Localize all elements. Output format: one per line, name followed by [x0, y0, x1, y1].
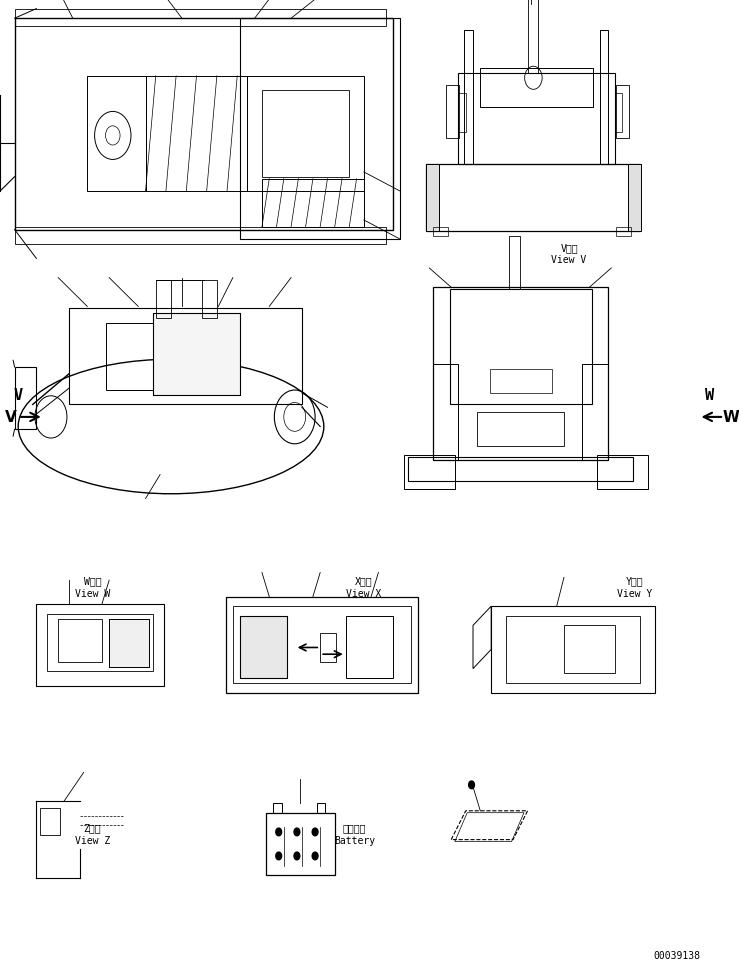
Bar — [233, 606, 411, 683]
Text: W: W — [723, 410, 739, 425]
Text: View V: View V — [551, 255, 587, 265]
Bar — [36, 604, 164, 686]
Bar — [248, 77, 364, 192]
Bar — [491, 606, 655, 693]
Bar — [262, 180, 364, 228]
Text: V: V — [13, 388, 23, 403]
Circle shape — [276, 828, 282, 836]
Text: X　視: X 視 — [355, 576, 372, 585]
Bar — [509, 237, 520, 290]
Bar — [109, 619, 149, 667]
Bar — [407, 457, 633, 481]
Bar — [564, 626, 615, 674]
Bar — [616, 228, 631, 237]
Bar — [202, 281, 217, 319]
Bar — [58, 619, 102, 662]
Bar — [157, 281, 171, 319]
Text: W　視: W 視 — [84, 576, 101, 585]
Bar — [240, 616, 287, 678]
Bar — [596, 456, 647, 489]
Bar — [146, 77, 248, 192]
Bar — [15, 19, 393, 231]
Circle shape — [276, 852, 282, 860]
Bar — [69, 309, 302, 405]
Text: 00039138: 00039138 — [653, 949, 701, 960]
Bar — [426, 165, 439, 233]
Bar — [582, 364, 607, 460]
Bar — [273, 803, 282, 813]
Bar — [433, 228, 448, 237]
Bar — [15, 10, 386, 27]
Bar — [433, 288, 607, 460]
Text: V　視: V 視 — [560, 242, 578, 253]
Text: V: V — [5, 410, 17, 425]
Text: バッテリ: バッテリ — [343, 823, 366, 832]
Bar — [450, 290, 592, 405]
Bar — [320, 633, 336, 662]
Bar — [404, 456, 454, 489]
Bar — [480, 69, 593, 108]
Bar — [225, 597, 418, 693]
Bar — [426, 165, 641, 233]
Text: Z　視: Z 視 — [84, 823, 101, 832]
Bar — [464, 31, 473, 165]
Bar — [47, 614, 153, 672]
Bar — [15, 367, 36, 430]
Bar — [490, 369, 551, 393]
Bar — [433, 364, 458, 460]
Text: W: W — [705, 388, 714, 403]
Bar — [40, 808, 61, 835]
Bar — [106, 324, 153, 390]
Bar — [316, 803, 325, 813]
Circle shape — [469, 781, 474, 789]
Bar — [265, 813, 335, 875]
Bar — [153, 314, 240, 395]
Bar — [458, 74, 615, 165]
Bar — [109, 619, 149, 667]
Text: View Y: View Y — [617, 588, 653, 598]
Text: View Z: View Z — [75, 835, 110, 845]
Bar — [262, 91, 350, 178]
Bar — [599, 31, 608, 165]
Circle shape — [294, 828, 300, 836]
Bar — [477, 412, 564, 446]
Text: View X: View X — [347, 588, 381, 598]
Bar — [87, 77, 146, 192]
Text: Battery: Battery — [334, 835, 375, 845]
Circle shape — [312, 828, 318, 836]
Bar — [528, 0, 539, 74]
Circle shape — [294, 852, 300, 860]
Bar — [15, 228, 386, 245]
Bar — [446, 86, 459, 139]
Circle shape — [312, 852, 318, 860]
Bar — [628, 165, 641, 233]
Bar — [615, 94, 622, 133]
Bar — [153, 314, 240, 395]
Bar — [240, 19, 401, 240]
Bar — [458, 94, 466, 133]
Bar — [240, 616, 287, 678]
Bar — [505, 616, 641, 683]
Bar — [616, 86, 630, 139]
Text: Y　視: Y 視 — [626, 576, 644, 585]
Text: View W: View W — [75, 588, 110, 598]
Bar — [346, 616, 393, 678]
